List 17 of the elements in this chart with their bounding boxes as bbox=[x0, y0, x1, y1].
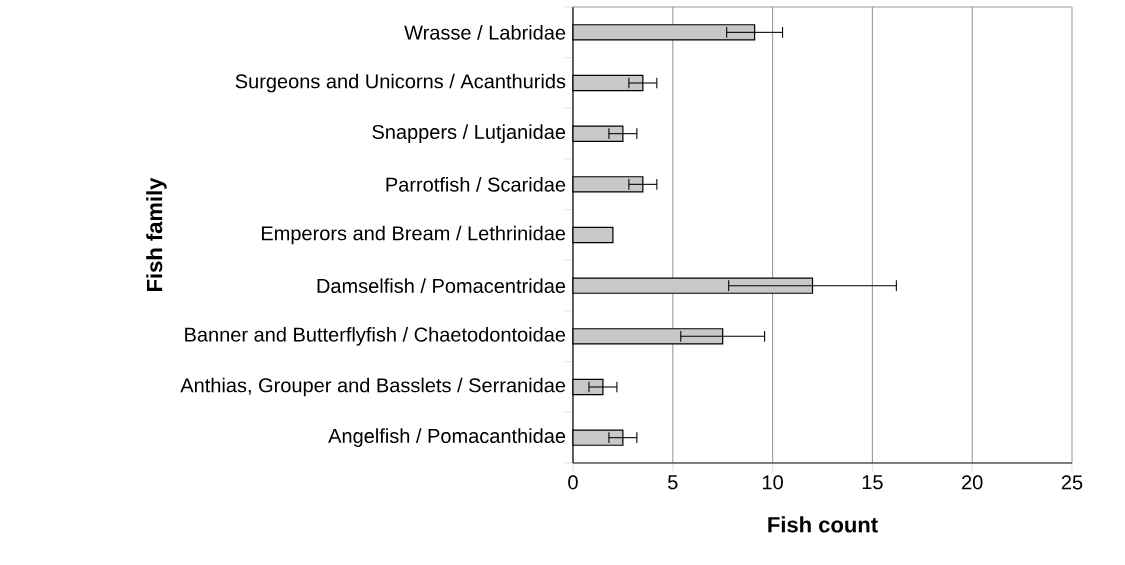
y-tick-label: Angelfish / Pomacanthidae bbox=[328, 428, 566, 447]
x-axis-title: Fish count bbox=[768, 516, 878, 533]
y-tick-label: Snappers / Lutjanidae bbox=[372, 124, 566, 143]
y-tick-label: Banner and Butterflyfish / Chaetodontoidae bbox=[185, 327, 566, 346]
x-tick-label: 10 bbox=[763, 475, 783, 490]
x-tick-label: 0 bbox=[568, 475, 578, 490]
y-axis-title: Fish family bbox=[146, 177, 167, 291]
x-tick-label: 20 bbox=[962, 475, 983, 490]
y-tick-label: Surgeons and Unicorns / Acanthurids bbox=[235, 73, 566, 93]
y-tick-label: Damselfish / Pomacentridae bbox=[317, 278, 566, 294]
y-tick-label: Emperors and Bream / Lethrinidae bbox=[261, 225, 566, 245]
y-tick-label: Anthias, Grouper and Basslets / Serranidae bbox=[180, 377, 566, 397]
x-tick-label: 15 bbox=[862, 475, 883, 490]
x-tick-label: 25 bbox=[1061, 475, 1083, 490]
x-tick-label: 5 bbox=[668, 475, 678, 490]
y-tick-label: Parrotfish / Scaridae bbox=[386, 177, 566, 192]
y-tick-label: Wrasse / Labridae bbox=[404, 25, 566, 40]
